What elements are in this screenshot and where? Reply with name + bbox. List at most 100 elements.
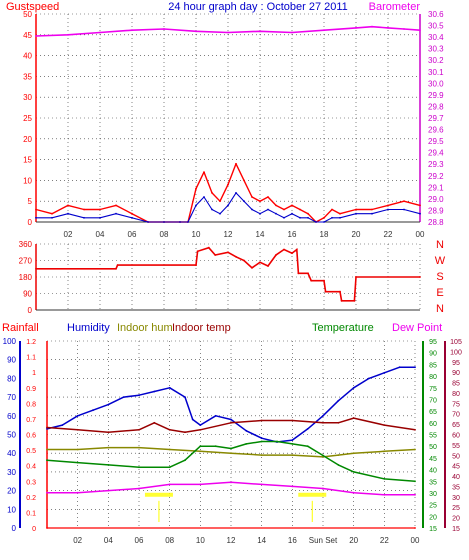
humidity-series-point [291,439,294,441]
barometer-series-point [387,27,389,29]
humidity-series-point [199,424,202,426]
barometer-tick-label: 29.3 [428,160,444,169]
indoor-hum-series-point [230,452,232,455]
dewpoint-tick-label: 55 [452,443,460,450]
temperature-tick-label: 30 [429,491,437,498]
gustspeed-series-point [419,204,421,207]
dewpoint-tick-label: 35 [452,484,460,491]
indoor-hum-series-point [107,446,110,449]
wind-x-tick-label: 12 [224,230,233,239]
dewpoint-series-point [322,487,324,490]
legend-indoor-hum: Indoor hum [117,322,173,334]
direction-point [115,267,117,270]
temp-x-tick-label: 06 [135,536,144,545]
indoor-temp-series-point [291,419,294,422]
windspeed-series-point [283,216,285,219]
indoor-hum-series-point [260,454,263,456]
indoor-hum-series-point [199,450,202,453]
humidity-series-point [184,396,186,398]
temp-x-tick-label: 16 [288,536,297,545]
windspeed-series-point [275,212,277,215]
barometer-tick-label: 29.2 [428,172,444,181]
indoor-hum-series-point [138,446,140,449]
barometer-axis-title: Barometer [369,1,421,13]
temperature-series-point [199,445,202,448]
barometer-series-point [99,31,101,34]
rainfall-series-point [414,527,416,529]
windspeed-series-point [163,221,165,223]
rainfall-tick-label: 0.8 [26,401,36,408]
humidity-series-point [92,409,94,412]
humidity-tick-label: 60 [7,412,16,421]
rainfall-tick-label: 0.3 [26,479,36,486]
labels-layer: 0510152025303540455028.828.929.029.129.2… [3,10,462,545]
barometer-series-point [371,25,373,28]
gustspeed-series-point [403,200,405,203]
legend-dew-point: Dew Point [392,322,442,334]
windspeed-series-point [187,221,189,223]
barometer-series-point [403,28,405,30]
dewpoint-tick-label: 25 [452,505,460,512]
barometer-tick-label: 30.3 [428,45,444,54]
dewpoint-series-point [76,491,79,494]
dewpoint-tick-label: 30 [452,495,460,502]
compass-label: N [436,303,444,315]
barometer-tick-label: 28.9 [428,206,444,215]
humidity-series-point [352,386,355,389]
compass-label: E [436,287,443,299]
temperature-series-point [107,464,110,466]
barometer-tick-label: 30.5 [428,22,444,31]
indoor-temp-series-point [107,431,110,434]
humidity-tick-label: 70 [7,393,16,402]
humidity-tick-label: 50 [7,431,16,440]
wind-x-tick-label: 14 [256,230,265,239]
barometer-tick-label: 29.0 [428,195,444,204]
dewpoint-series-point [46,491,48,494]
rainfall-tick-label: 0.1 [26,510,36,517]
windspeed-series-point [195,204,197,207]
humidity-series-point [322,414,324,417]
temperature-tick-label: 55 [429,433,437,440]
temperature-series-point [76,461,79,464]
indoor-temp-series-point [414,428,416,431]
temperature-tick-label: 60 [429,421,437,428]
gustspeed-tick-label: 45 [23,31,32,40]
gustspeed-series-point [219,200,221,203]
dewpoint-tick-label: 80 [452,391,460,398]
temperature-series-point [276,440,278,443]
humidity-series-point [46,428,48,430]
direction-point [235,255,237,258]
indoor-temp-series-point [46,426,48,429]
indoor-temp-series-point [352,417,355,419]
indoor-hum-series-point [337,454,340,456]
wind-x-tick-label: 22 [384,230,393,239]
wind-x-tick-label: 04 [96,230,105,239]
barometer-series-point [67,33,69,36]
windspeed-series-point [83,216,85,219]
gustspeed-series-point [283,208,285,211]
barometer-series-point [195,30,197,33]
dewpoint-series-point [260,483,263,486]
windspeed-series-point [179,221,181,223]
rainfall-series-point [46,527,48,529]
humidity-tick-label: 30 [7,468,16,477]
barometer-series-point [355,27,357,29]
direction-point [267,265,269,267]
temp-x-tick-label: 00 [411,536,420,545]
windspeed-series-point [211,208,213,211]
rainfall-tick-label: 0.2 [26,495,36,502]
windspeed-series-point [307,216,309,219]
barometer-series-point [131,29,133,32]
barometer-series-point [35,35,37,37]
temperature-tick-label: 80 [429,374,437,381]
humidity-series-point [398,366,401,369]
gustspeed-series-point [99,208,101,211]
windspeed-series-point [315,221,317,223]
barometer-series-point [323,29,325,32]
dewpoint-tick-label: 40 [452,474,460,481]
dewpoint-tick-label: 75 [452,401,460,408]
humidity-series-point [168,386,171,389]
temperature-series-point [138,466,140,469]
rainfall-tick-label: 0.7 [26,417,36,424]
